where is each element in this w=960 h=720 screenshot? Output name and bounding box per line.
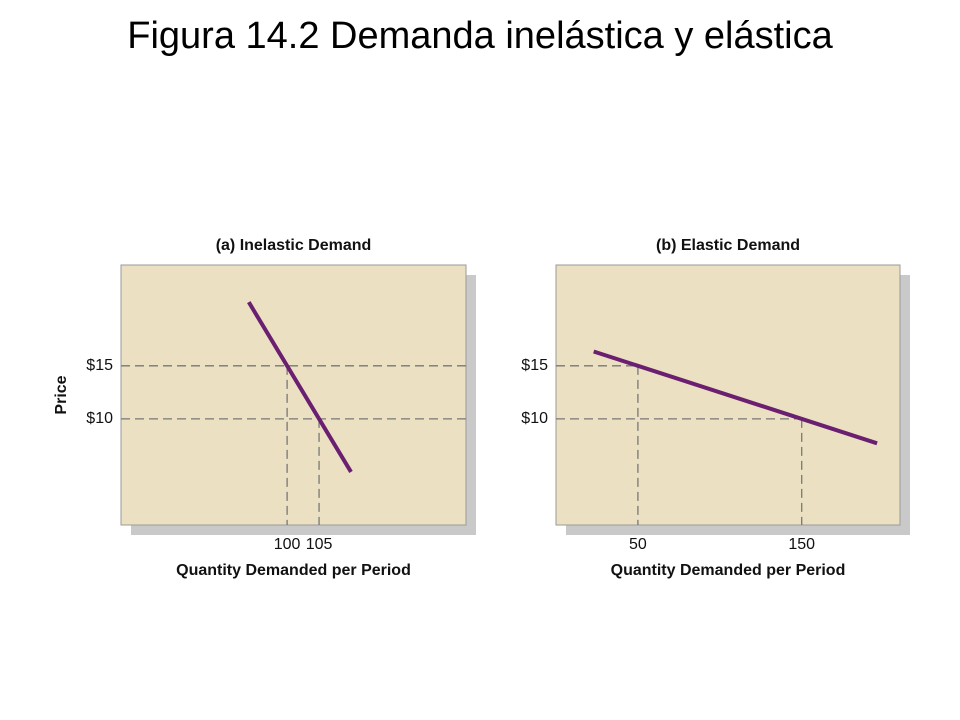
panel: (a) Inelastic Demand Price Quantity Demand… (53, 237, 476, 579)
y-tick-label: $15 (521, 357, 548, 374)
panel: (b) Elastic Demand Quantity Demanded per … (521, 237, 910, 579)
x-axis-label: Quantity Demanded per Period (611, 562, 846, 579)
chart-title: (b) Elastic Demand (656, 237, 800, 254)
x-tick-label: 150 (788, 536, 815, 553)
demand-curve (593, 349, 878, 446)
slide-title: Figura 14.2 Demanda inelástica y elástic… (127, 15, 833, 57)
y-tick-label: $10 (521, 410, 548, 427)
chart-title: (a) Inelastic Demand (216, 237, 372, 254)
demand-curve (247, 301, 353, 473)
x-tick-label: 50 (629, 536, 647, 553)
x-tick-label: 105 (306, 536, 333, 553)
x-axis-label: Quantity Demanded per Period (176, 562, 411, 579)
y-tick-label: $15 (86, 357, 113, 374)
y-axis-label: Price (53, 375, 70, 414)
y-tick-label: $10 (86, 410, 113, 427)
plot-area (120, 264, 467, 526)
x-tick-label: 100 (274, 536, 301, 553)
